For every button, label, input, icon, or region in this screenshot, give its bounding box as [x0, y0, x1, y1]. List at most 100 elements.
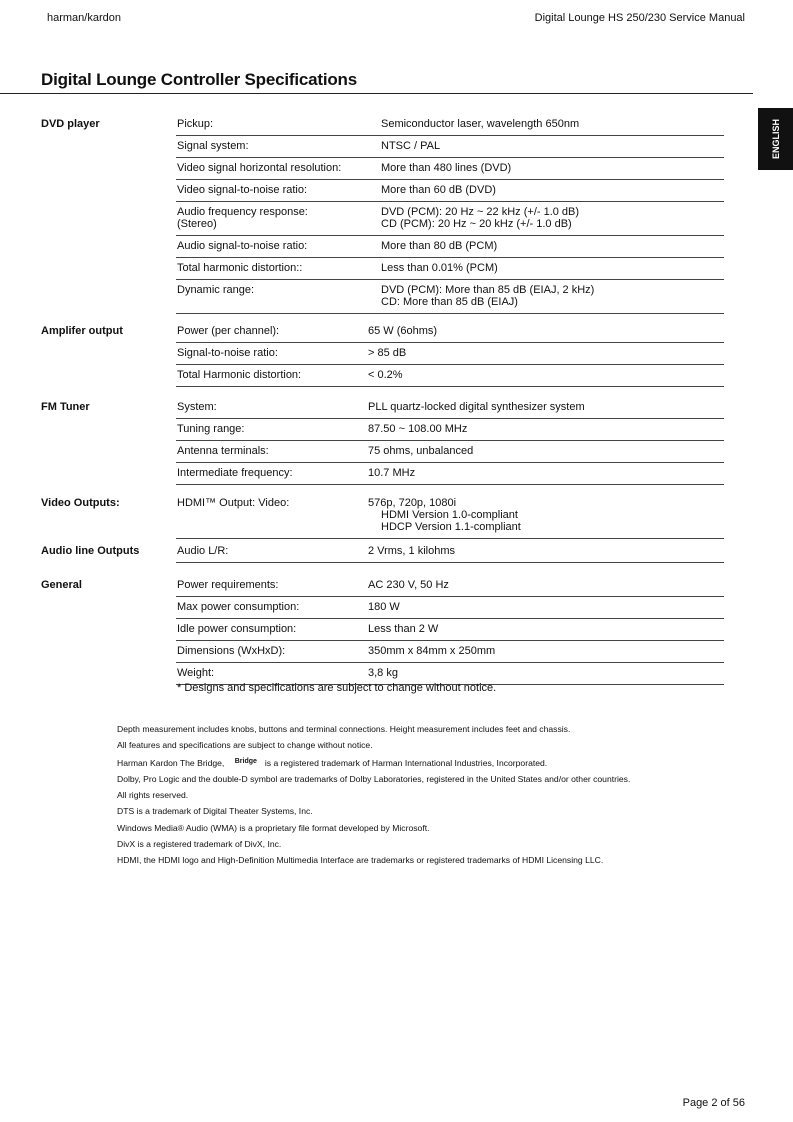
- spec-value-line: CD: More than 85 dB (EIAJ): [381, 296, 518, 308]
- section-name: Amplifer output: [41, 325, 123, 337]
- spec-label-line: Video signal horizontal resolution:: [177, 162, 342, 174]
- manual-title-header: Digital Lounge HS 250/230 Service Manual: [534, 12, 745, 24]
- fine-print: Depth measurement includes knobs, button…: [117, 721, 630, 869]
- spec-label: Max power consumption:: [177, 601, 367, 613]
- spec-value: 10.7 MHz: [368, 467, 415, 479]
- spec-value: 3,8 kg: [368, 667, 398, 679]
- spec-rows: Power requirements: AC 230 V, 50 Hz Max po…: [176, 575, 724, 685]
- spec-value: More than 60 dB (DVD): [381, 184, 496, 196]
- section-name: Audio line Outputs: [41, 545, 140, 557]
- spec-row: Max power consumption: 180 W: [176, 597, 724, 619]
- spec-value: 350mm x 84mm x 250mm: [368, 645, 495, 657]
- spec-label-line: Power requirements:: [177, 579, 279, 591]
- spec-label-line: Dimensions (WxHxD):: [177, 645, 286, 657]
- spec-value: Less than 0.01% (PCM): [381, 262, 498, 274]
- spec-row: Weight: 3,8 kg: [176, 663, 724, 685]
- spec-value-line: HDMI Version 1.0-compliant: [381, 509, 518, 521]
- spec-value-line: HDCP Version 1.1-compliant: [381, 521, 521, 533]
- spec-label-line: System:: [177, 401, 217, 413]
- spec-value: AC 230 V, 50 Hz: [368, 579, 449, 591]
- spec-value: 576p, 720p, 1080i HDMI Version 1.0-compli…: [368, 497, 521, 533]
- spec-value-line: Semiconductor laser, wavelength 650nm: [381, 118, 580, 130]
- spec-value-line: NTSC / PAL: [381, 140, 441, 152]
- spec-value: NTSC / PAL: [381, 140, 440, 152]
- spec-label: Audio L/R:: [177, 545, 367, 557]
- spec-value: 75 ohms, unbalanced: [368, 445, 473, 457]
- brand-header: harman/kardon: [47, 12, 121, 24]
- spec-label-line: Antenna terminals:: [177, 445, 269, 457]
- spec-rows: Audio L/R: 2 Vrms, 1 kilohms: [176, 541, 724, 563]
- spec-value: Semiconductor laser, wavelength 650nm: [381, 118, 579, 130]
- spec-value: > 85 dB: [368, 347, 406, 359]
- spec-label-line: Intermediate frequency:: [177, 467, 293, 479]
- spec-value-line: Less than 0.01% (PCM): [381, 262, 498, 274]
- spec-value-line: More than 80 dB (PCM): [381, 240, 498, 252]
- spec-value: < 0.2%: [368, 369, 403, 381]
- spec-label: System:: [177, 401, 367, 413]
- spec-value: 2 Vrms, 1 kilohms: [368, 545, 455, 557]
- spec-row: HDMI™ Output: Video: 576p, 720p, 1080i HDM…: [176, 493, 724, 539]
- spec-row: Tuning range: 87.50 ~ 108.00 MHz: [176, 419, 724, 441]
- section-name: DVD player: [41, 118, 100, 130]
- disclaimer-note: * Designs and specifications are subject…: [177, 682, 497, 694]
- spec-label: Power (per channel):: [177, 325, 367, 337]
- spec-value: 65 W (6ohms): [368, 325, 437, 337]
- fine-print-line: Depth measurement includes knobs, button…: [117, 724, 571, 734]
- spec-value-line: 87.50 ~ 108.00 MHz: [368, 423, 468, 435]
- fine-print-line: All rights reserved.: [117, 790, 189, 801]
- spec-rows: System: PLL quartz-locked digital synthes…: [176, 397, 724, 485]
- spec-label-line: Video signal-to-noise ratio:: [177, 184, 308, 196]
- spec-label-line: Signal-to-noise ratio:: [177, 347, 278, 359]
- spec-label: Tuning range:: [177, 423, 367, 435]
- fine-print-line: Dolby, Pro Logic and the double-D symbol…: [117, 773, 631, 784]
- spec-value: DVD (PCM): 20 Hz ~ 22 kHz (+/- 1.0 dB) CD…: [381, 206, 579, 230]
- spec-label-line: Audio frequency response:: [177, 206, 308, 218]
- spec-label-line: Audio signal-to-noise ratio:: [177, 240, 308, 252]
- spec-label-line: HDMI™ Output: Video:: [177, 497, 290, 509]
- spec-label-line: Tuning range:: [177, 423, 245, 435]
- spec-value-line: < 0.2%: [368, 369, 403, 381]
- spec-label: Total harmonic distortion::: [177, 262, 367, 274]
- spec-value-line: AC 230 V, 50 Hz: [368, 579, 449, 591]
- spec-row: Dimensions (WxHxD): 350mm x 84mm x 250mm: [176, 641, 724, 663]
- spec-value: DVD (PCM): More than 85 dB (EIAJ, 2 kHz)…: [381, 284, 594, 308]
- fine-print-line: All features and specifications are subj…: [117, 740, 373, 751]
- spec-value: More than 480 lines (DVD): [381, 162, 511, 174]
- fine-print-line: Windows Media® Audio (WMA) is a propriet…: [117, 822, 430, 833]
- spec-value-line: 180 W: [368, 601, 400, 613]
- spec-label: Antenna terminals:: [177, 445, 367, 457]
- spec-value-line: DVD (PCM): 20 Hz ~ 22 kHz (+/- 1.0 dB): [381, 206, 580, 218]
- spec-label-line: Power (per channel):: [177, 325, 280, 337]
- spec-rows: Power (per channel): 65 W (6ohms) Signal-t…: [176, 321, 724, 387]
- spec-value-line: More than 60 dB (DVD): [381, 184, 496, 196]
- spec-label: Idle power consumption:: [177, 623, 367, 635]
- spec-label-line: (Stereo): [177, 218, 217, 230]
- spec-label-line: Total harmonic distortion::: [177, 262, 303, 274]
- spec-value-line: 65 W (6ohms): [368, 325, 438, 337]
- spec-value: 87.50 ~ 108.00 MHz: [368, 423, 467, 435]
- spec-row: Video signal horizontal resolution: More …: [176, 158, 724, 180]
- spec-label: Audio frequency response: (Stereo): [177, 206, 367, 230]
- spec-value-line: CD (PCM): 20 Hz ~ 20 kHz (+/- 1.0 dB): [381, 218, 572, 230]
- spec-row: Total Harmonic distortion: < 0.2%: [176, 365, 724, 387]
- spec-row: Dynamic range: DVD (PCM): More than 85 dB…: [176, 280, 724, 314]
- spec-label-line: Weight:: [177, 667, 215, 679]
- fine-print-text: Harman Kardon The Bridge,: [117, 757, 227, 768]
- spec-row: Antenna terminals: 75 ohms, unbalanced: [176, 441, 724, 463]
- spec-label: Power requirements:: [177, 579, 367, 591]
- spec-row: Audio signal-to-noise ratio: More than 80…: [176, 236, 724, 258]
- spec-row: Idle power consumption: Less than 2 W: [176, 619, 724, 641]
- spec-label: Weight:: [177, 667, 367, 679]
- spec-value: 180 W: [368, 601, 400, 613]
- spec-row: Power requirements: AC 230 V, 50 Hz: [176, 575, 724, 597]
- spec-row: Signal-to-noise ratio: > 85 dB: [176, 343, 724, 365]
- page-title: Digital Lounge Controller Specifications: [41, 70, 357, 89]
- spec-label: Video signal-to-noise ratio:: [177, 184, 367, 196]
- section-name: General: [41, 579, 82, 591]
- spec-value-line: Less than 2 W: [368, 623, 439, 635]
- spec-value-line: DVD (PCM): More than 85 dB (EIAJ, 2 kHz): [381, 284, 595, 296]
- spec-label-line: Pickup:: [177, 118, 214, 130]
- spec-value-line: More than 480 lines (DVD): [381, 162, 512, 174]
- spec-row: Signal system: NTSC / PAL: [176, 136, 724, 158]
